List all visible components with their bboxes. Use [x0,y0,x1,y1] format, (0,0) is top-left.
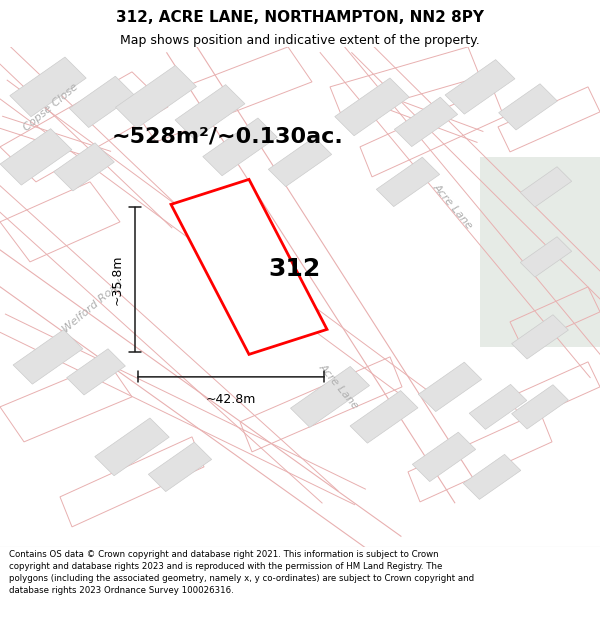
Polygon shape [394,97,458,147]
Polygon shape [463,454,521,499]
Polygon shape [499,84,557,130]
Text: Copse Close: Copse Close [22,81,80,132]
Polygon shape [480,157,600,347]
Polygon shape [70,76,134,128]
Polygon shape [13,329,83,384]
Polygon shape [203,118,277,176]
Text: ~35.8m: ~35.8m [110,254,124,304]
Polygon shape [350,391,418,443]
Text: Acre Lane: Acre Lane [431,182,475,231]
Polygon shape [175,84,245,139]
Polygon shape [335,78,409,136]
Text: 312: 312 [268,258,320,281]
Polygon shape [116,66,196,128]
Polygon shape [512,315,568,359]
Polygon shape [412,432,476,482]
Polygon shape [520,237,572,277]
Polygon shape [268,137,332,187]
Polygon shape [10,57,86,117]
Polygon shape [445,59,515,114]
Polygon shape [290,366,370,428]
Text: ~528m²/~0.130ac.: ~528m²/~0.130ac. [112,127,344,147]
Text: Acre Lane: Acre Lane [317,362,361,411]
Polygon shape [95,418,169,476]
Text: Contains OS data © Crown copyright and database right 2021. This information is : Contains OS data © Crown copyright and d… [9,550,474,594]
Polygon shape [512,385,568,429]
Text: 312, ACRE LANE, NORTHAMPTON, NN2 8PY: 312, ACRE LANE, NORTHAMPTON, NN2 8PY [116,10,484,25]
Text: Welford Road: Welford Road [61,279,125,335]
Polygon shape [376,157,440,207]
Text: Map shows position and indicative extent of the property.: Map shows position and indicative extent… [120,34,480,47]
Text: ~42.8m: ~42.8m [206,393,256,406]
Polygon shape [148,442,212,492]
Polygon shape [67,349,125,395]
Polygon shape [469,384,527,429]
Polygon shape [53,143,115,191]
Polygon shape [0,129,72,185]
Polygon shape [520,167,572,207]
Polygon shape [418,362,482,412]
Polygon shape [171,179,327,354]
